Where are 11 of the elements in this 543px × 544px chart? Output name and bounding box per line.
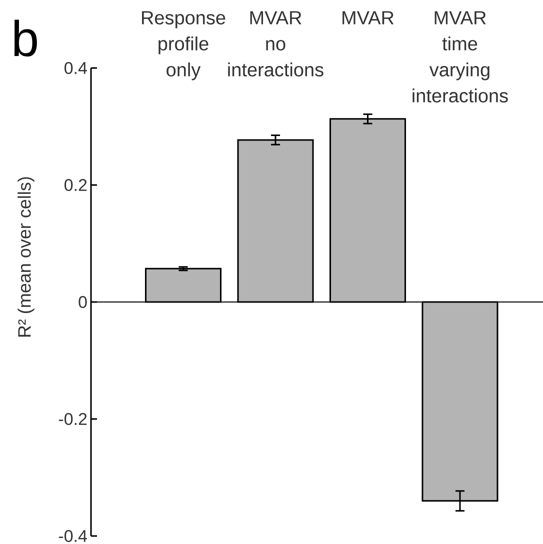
y-tick-label: -0.4 (58, 530, 87, 542)
y-axis-title: R² (mean over cells) (18, 177, 34, 337)
x-tick-label: Response profile only (142, 11, 226, 80)
y-tick-label: 0.4 (64, 62, 87, 74)
x-tick-label: MVAR no interactions (228, 11, 324, 76)
y-tick-label: -0.2 (58, 412, 87, 426)
x-tick-label: MVAR (342, 11, 394, 24)
y-tick-label: 0.2 (64, 178, 87, 192)
y-tick-label: 0 (78, 296, 87, 308)
chart-title: b (14, 20, 37, 57)
x-tick-label: MVAR time varying interactions (412, 11, 508, 102)
